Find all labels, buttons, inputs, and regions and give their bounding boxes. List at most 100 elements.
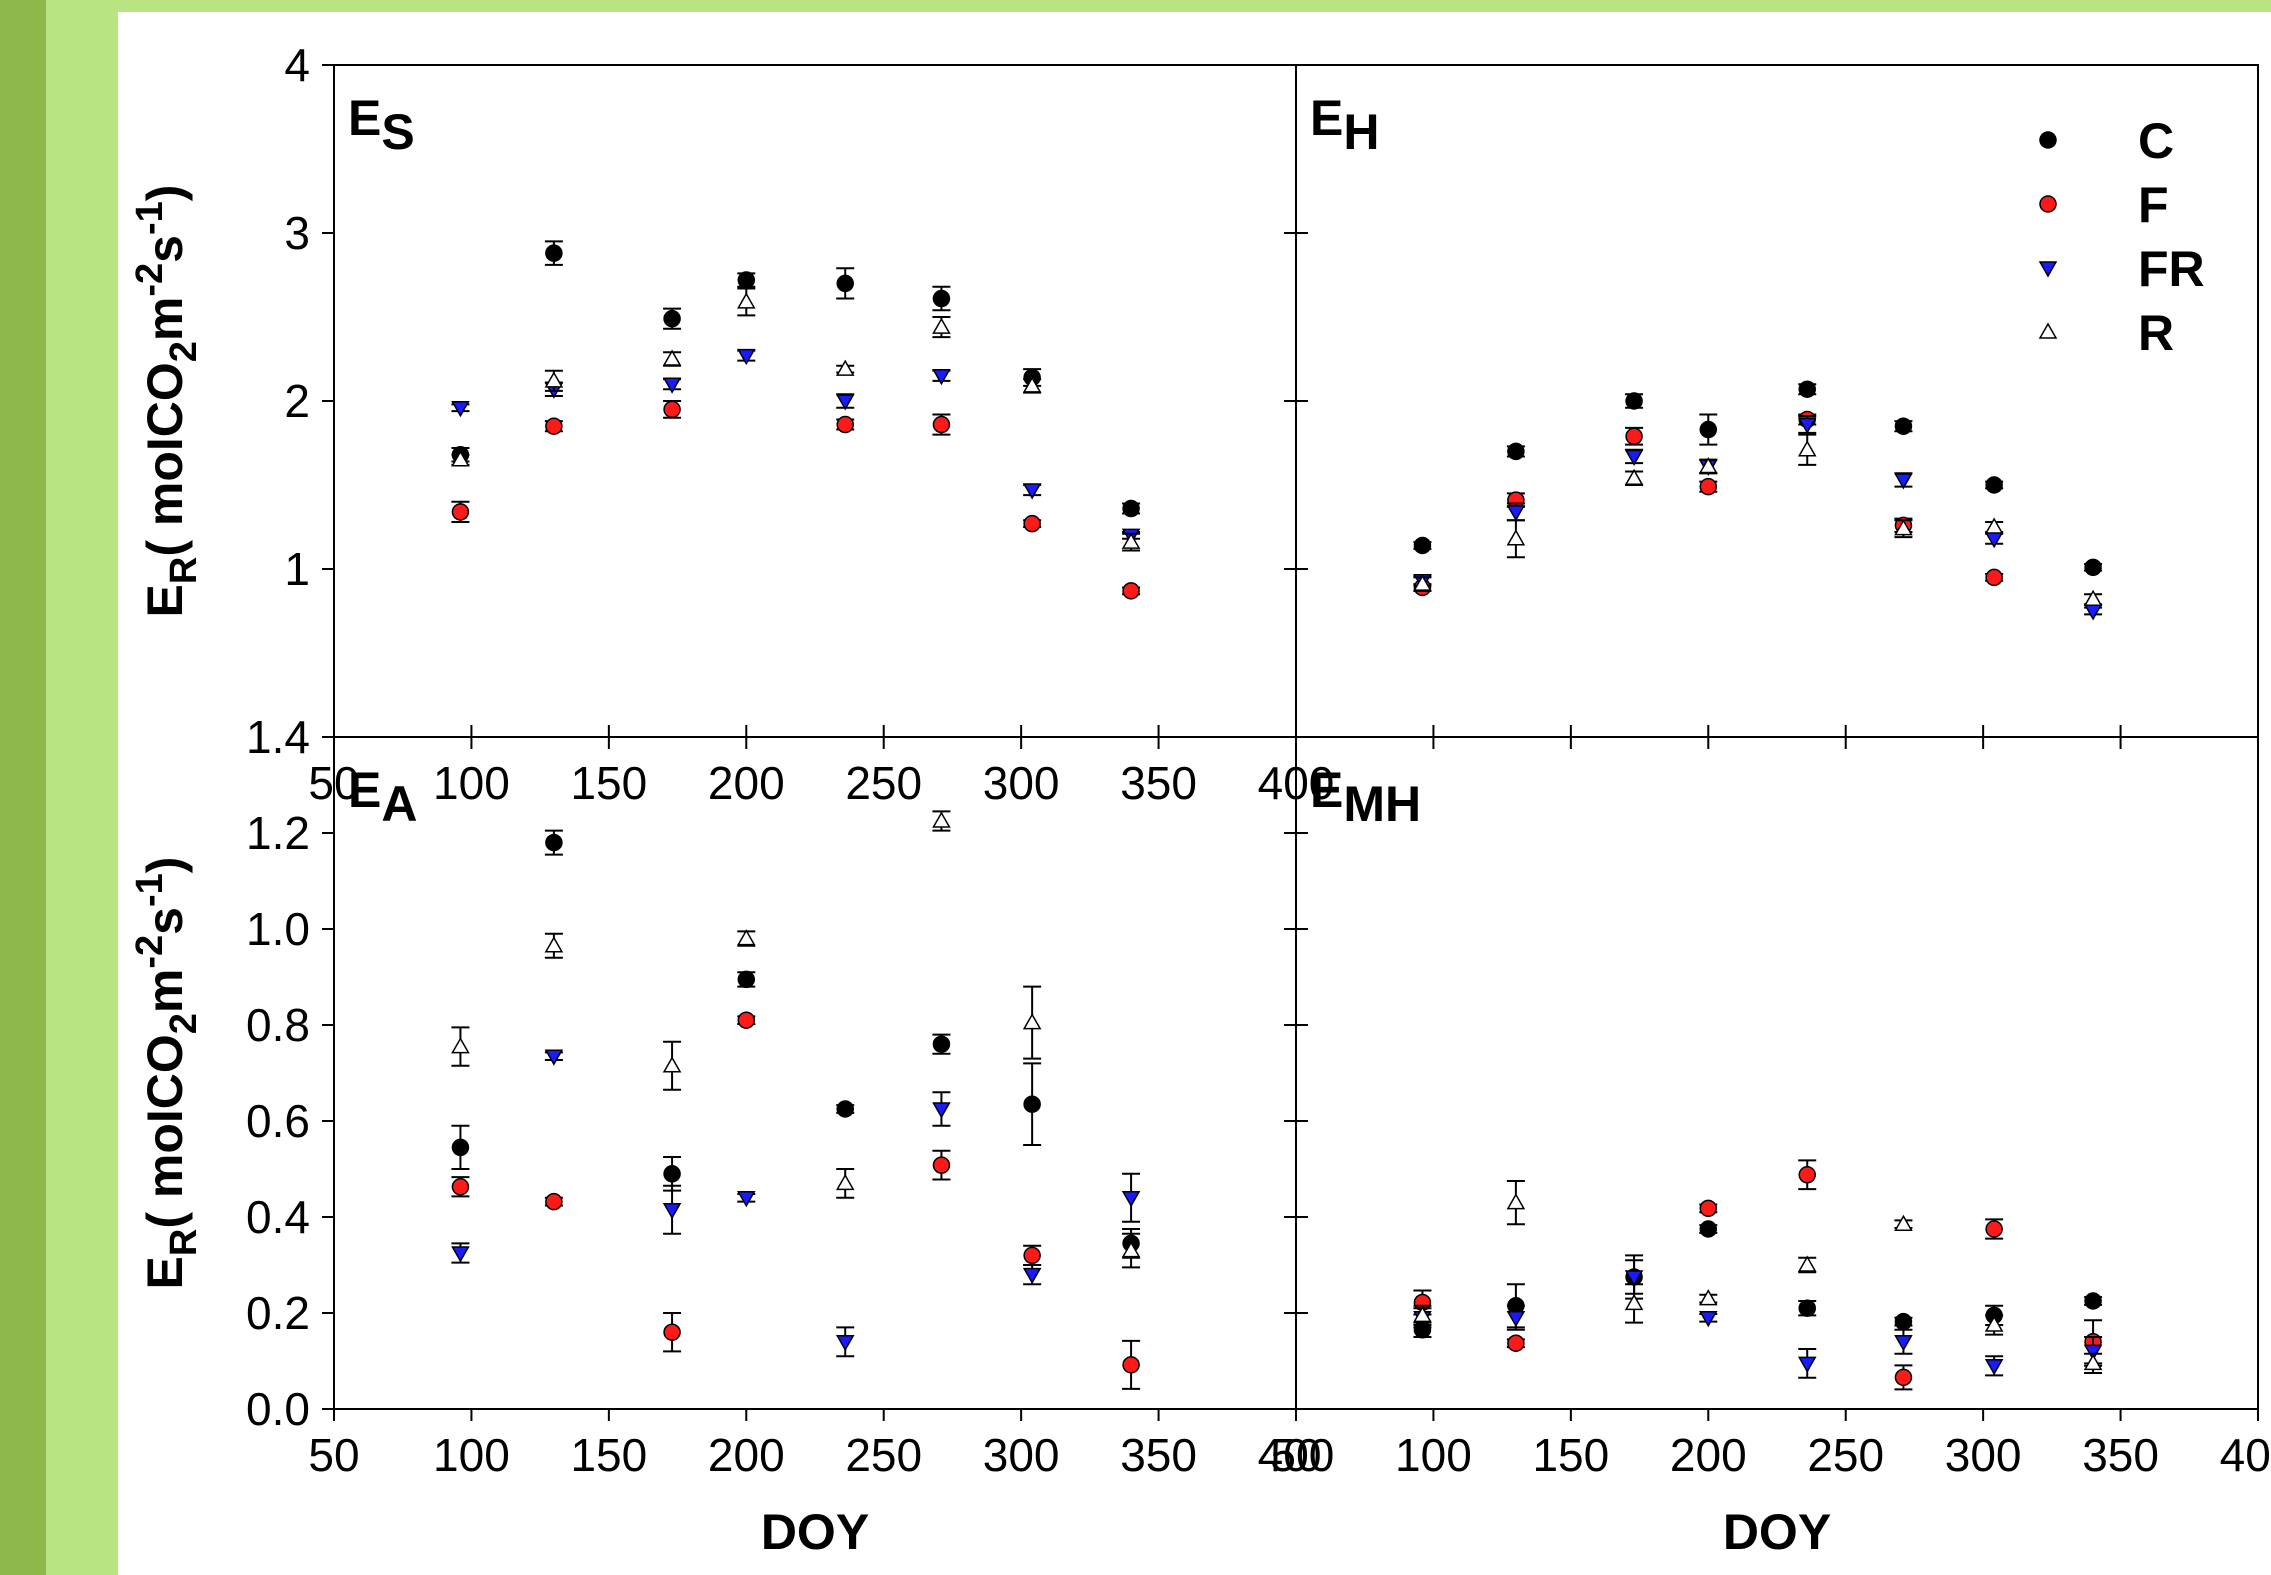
y-axis-title-part: -2 <box>129 263 171 297</box>
marker-fr <box>544 1049 564 1066</box>
marker-r <box>1506 529 1526 546</box>
marker-f <box>1625 427 1643 446</box>
marker-r <box>932 811 951 828</box>
marker-c <box>1699 420 1718 439</box>
y-axis-title-part: R <box>163 1229 205 1256</box>
marker-f <box>1798 1166 1816 1184</box>
marker-c <box>451 1138 470 1157</box>
y-tick-label: 0.8 <box>246 999 310 1051</box>
marker-c <box>932 1035 951 1053</box>
plot-frame <box>1295 64 2259 738</box>
panel-label: EA <box>348 762 417 832</box>
panel-label-main: E <box>348 90 381 146</box>
marker-r <box>1413 1305 1432 1323</box>
marker-f <box>545 1192 563 1211</box>
marker-r <box>662 1056 682 1073</box>
y-tick-label: 0.6 <box>246 1095 310 1147</box>
marker-fr <box>451 400 470 418</box>
panel-label: EMH <box>1310 762 1421 832</box>
marker-fr <box>2083 1344 2103 1361</box>
marker-r <box>1984 517 2004 534</box>
marker-fr <box>1022 1267 1042 1285</box>
x-tick-label: 300 <box>983 1429 1060 1481</box>
panel-bottom-left: 50 100 150 200 250 300 350 4000.00.20.40.60.81.… <box>129 711 1334 1560</box>
y-tick-label: 4 <box>284 39 310 91</box>
marker-r <box>1121 1241 1141 1258</box>
y-axis-title-part: 2 <box>163 1013 205 1034</box>
y-axis-title-part: 2 <box>163 341 205 362</box>
x-tick-label: 350 <box>1120 757 1197 809</box>
marker-r <box>2083 1353 2103 1371</box>
panel-label-main: E <box>348 762 381 818</box>
x-tick-label: 50 <box>308 1429 359 1481</box>
panel-label-sub: S <box>381 104 414 160</box>
marker-c <box>836 274 854 293</box>
series-c <box>451 829 1141 1259</box>
marker-c <box>663 309 681 328</box>
marker-f <box>663 400 681 419</box>
series-r <box>1413 433 2103 606</box>
panel-label: ES <box>348 90 415 160</box>
panel-label-main: E <box>1310 762 1343 818</box>
x-tick-label: 400 <box>2220 1429 2271 1481</box>
marker-f <box>451 503 470 521</box>
marker-c <box>1985 476 2003 494</box>
marker-f <box>1985 568 2003 587</box>
marker-r <box>1022 376 1042 393</box>
panel-label-sub: MH <box>1343 776 1421 832</box>
x-tick-label: 100 <box>433 1429 510 1481</box>
marker-r <box>1797 440 1817 457</box>
marker-fr <box>1894 473 1913 490</box>
panel-label: EH <box>1310 90 1379 160</box>
marker-f <box>1507 1334 1525 1352</box>
y-axis-title-part: E <box>137 584 193 617</box>
y-axis-title-part: R <box>163 557 205 584</box>
marker-f <box>1023 1246 1041 1265</box>
marker-f <box>737 1011 756 1029</box>
marker-f <box>1894 1368 1913 1387</box>
x-tick-label: 200 <box>708 757 785 809</box>
marker-r <box>835 1173 855 1191</box>
marker-fr <box>736 348 756 366</box>
series-r <box>1413 1180 2103 1374</box>
y-tick-label: 2 <box>284 375 310 427</box>
x-tick-label: 300 <box>983 757 1060 809</box>
plot-frame <box>1295 736 2259 1410</box>
marker-f <box>1985 1220 2003 1238</box>
marker-r <box>1506 1193 1526 1210</box>
marker-fr <box>835 394 855 411</box>
marker-f <box>1699 477 1718 496</box>
marker-fr <box>1797 417 1817 435</box>
marker-fr <box>662 377 682 394</box>
y-tick-label: 0.2 <box>246 1287 310 1339</box>
series-r <box>451 287 1141 552</box>
marker-f <box>545 417 563 435</box>
y-axis-title-part: ) <box>137 857 193 874</box>
series-c <box>1413 380 2103 577</box>
y-axis-title-part: -1 <box>129 201 171 235</box>
marker-fr <box>1797 1356 1817 1373</box>
legend-label: R <box>2138 305 2174 361</box>
marker-f <box>1122 582 1140 600</box>
marker-c <box>1023 1095 1041 1113</box>
x-tick-label: 150 <box>570 1429 647 1481</box>
y-axis-title: ER( moICO2m-2s-1) <box>129 857 205 1290</box>
y-tick-label: 1.2 <box>246 807 310 859</box>
y-axis-title: ER( moICO2m-2s-1) <box>129 185 205 618</box>
marker-c <box>1798 380 1816 398</box>
marker-fr <box>1506 505 1526 522</box>
marker-fr <box>1624 449 1644 466</box>
y-tick-label: 0.0 <box>246 1383 310 1435</box>
marker-r <box>1698 1289 1718 1306</box>
x-tick-label: 250 <box>1807 1429 1884 1481</box>
legend-label: FR <box>2138 241 2205 297</box>
marker-r <box>1984 1315 2004 1332</box>
marker-fr <box>1022 483 1042 500</box>
marker-r <box>835 359 855 376</box>
x-tick-label: 150 <box>1532 1429 1609 1481</box>
marker-r <box>736 292 756 309</box>
marker-c <box>2084 1292 2102 1310</box>
series-fr <box>1413 1259 2103 1379</box>
marker-fr <box>1624 1270 1644 1287</box>
